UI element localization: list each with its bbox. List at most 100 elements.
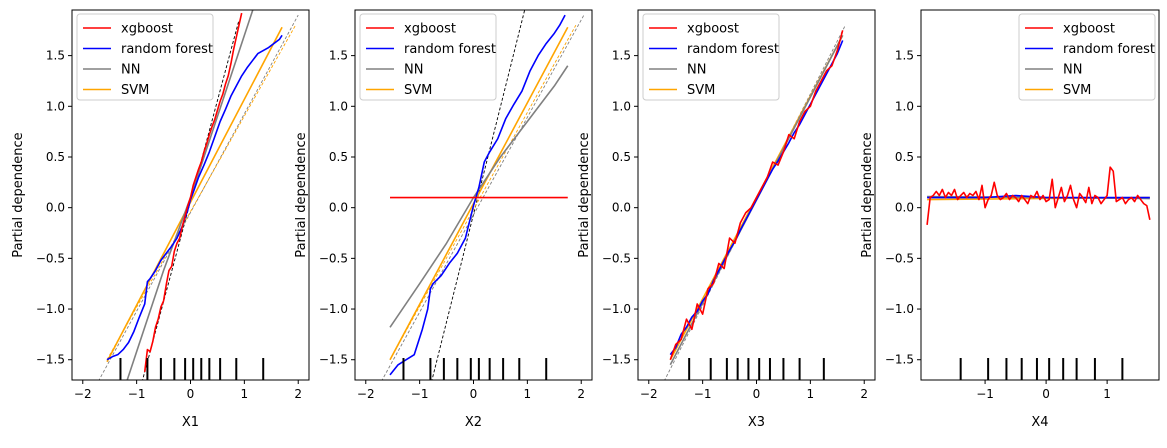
x-tick-label: −1 xyxy=(976,387,994,401)
x-axis-label: X4 xyxy=(1031,415,1048,430)
y-tick-label: −1.5 xyxy=(602,353,631,367)
legend-box xyxy=(76,13,214,101)
x-tick-label: −1 xyxy=(128,387,146,401)
x-axis-label: X2 xyxy=(465,415,482,430)
y-tick-label: 1.5 xyxy=(46,49,65,63)
x-axis-label: X1 xyxy=(182,415,199,430)
legend-entry: xgboost xyxy=(1063,22,1115,37)
subplot-3: −2 −1 0 1 2 −1.5 −1.0 −0.5 0.0 0.5 1.0 1.5 X3 Partial… xyxy=(577,9,876,430)
y-tick-label: 0.0 xyxy=(612,201,631,215)
subplot-1: −2 −1 0 1 2 −1.5 −1.0 −0.5 0.0 0.5 1.0 1.5 X1 Partial… xyxy=(11,9,310,430)
legend-entry: xgboost xyxy=(687,22,739,37)
x-tick-label: 2 xyxy=(577,387,585,401)
legend-entry: SVM xyxy=(687,83,715,98)
legend-entry: SVM xyxy=(121,83,149,98)
y-tick-label: −1.5 xyxy=(36,353,65,367)
legend-entry: NN xyxy=(121,63,140,78)
x-tick-label: −1 xyxy=(411,387,429,401)
series-line-svm xyxy=(389,26,569,361)
y-tick-label: 1.0 xyxy=(895,99,914,113)
y-tick-label: 0.0 xyxy=(329,201,348,215)
x-tick-label: 2 xyxy=(860,387,868,401)
y-tick-label: 1.5 xyxy=(329,49,348,63)
subplot-4: −1 0 1 −1.5 −1.0 −0.5 0.0 0.5 1.0 1.5 X4 Partial de… xyxy=(860,9,1160,430)
series-line-random-forest xyxy=(927,194,1150,199)
y-tick-label: 0.5 xyxy=(612,150,631,164)
legend: xgboost random forest NN SVM xyxy=(642,13,780,101)
plot-area xyxy=(381,10,585,380)
y-tick-label: −1.0 xyxy=(602,302,631,316)
y-tick-label: −0.5 xyxy=(36,251,65,265)
y-tick-label: −1.0 xyxy=(319,302,348,316)
x-tick-label: −2 xyxy=(74,387,92,401)
x-tick-label: 1 xyxy=(524,387,532,401)
reference-line-1 xyxy=(664,25,846,380)
y-tick-label: −0.5 xyxy=(319,251,348,265)
y-tick-label: 1.0 xyxy=(46,99,65,113)
y-tick-label: −0.5 xyxy=(602,251,631,265)
series-line-random-forest xyxy=(106,34,283,361)
y-tick-label: −1.0 xyxy=(885,302,914,316)
y-tick-label: 0.0 xyxy=(895,201,914,215)
legend-entry: SVM xyxy=(1063,83,1091,98)
x-tick-label: 1 xyxy=(807,387,815,401)
series-line-svm xyxy=(106,26,283,363)
legend-entry: NN xyxy=(687,63,706,78)
y-tick-label: 0.0 xyxy=(46,201,65,215)
legend-box xyxy=(642,13,780,101)
series-line-random-forest xyxy=(389,14,566,376)
y-tick-label: 0.5 xyxy=(46,150,65,164)
plot-area xyxy=(98,10,299,380)
legend-entry: xgboost xyxy=(121,22,173,37)
series-line-xgboost xyxy=(143,12,243,372)
x-tick-label: 0 xyxy=(1042,387,1050,401)
axes-frame xyxy=(920,9,1160,381)
legend-entry: NN xyxy=(404,63,423,78)
reference-line-3 xyxy=(389,24,577,360)
legend-box xyxy=(1018,13,1156,101)
x-tick-label: 1 xyxy=(241,387,249,401)
plot-area xyxy=(664,25,846,380)
x-tick-label: 0 xyxy=(753,387,761,401)
y-tick-label: 1.0 xyxy=(329,99,348,113)
legend-entry: xgboost xyxy=(404,22,456,37)
y-axis-label: Partial dependence xyxy=(11,132,26,257)
y-tick-label: −1.5 xyxy=(885,353,914,367)
legend: xgboost random forest NN SVM xyxy=(359,13,497,101)
legend-entry: SVM xyxy=(404,83,432,98)
y-tick-label: 0.5 xyxy=(329,150,348,164)
y-tick-label: 1.0 xyxy=(612,99,631,113)
series-line-nn xyxy=(126,10,254,380)
series-line-nn xyxy=(389,65,569,328)
subplot-2: −2 −1 0 1 2 −1.5 −1.0 −0.5 0.0 0.5 1.0 1.5 X2 Partial… xyxy=(294,9,593,430)
reference-line-2 xyxy=(381,14,585,380)
legend-entry: random forest xyxy=(121,42,213,57)
x-tick-label: 0 xyxy=(470,387,478,401)
y-tick-label: 1.5 xyxy=(612,49,631,63)
legend: xgboost random forest NN SVM xyxy=(76,13,214,101)
series-line-xgboost xyxy=(669,30,844,360)
reference-line-2 xyxy=(98,14,299,380)
x-tick-label: 0 xyxy=(187,387,195,401)
y-tick-label: 1.5 xyxy=(895,49,914,63)
y-axis-label: Partial dependence xyxy=(294,132,309,257)
plot-area xyxy=(926,166,1151,380)
x-tick-label: −2 xyxy=(640,387,658,401)
x-tick-label: −2 xyxy=(357,387,375,401)
legend-entry: NN xyxy=(1063,63,1082,78)
legend: xgboost random forest NN SVM xyxy=(1018,13,1156,101)
legend-box xyxy=(359,13,497,101)
y-tick-label: 0.5 xyxy=(895,150,914,164)
y-tick-label: −0.5 xyxy=(885,251,914,265)
legend-entry: random forest xyxy=(687,42,779,57)
x-tick-label: 1 xyxy=(1103,387,1111,401)
y-axis-label: Partial dependence xyxy=(860,132,875,257)
x-axis-label: X3 xyxy=(748,415,765,430)
series-line-xgboost xyxy=(926,166,1151,225)
reference-line-3 xyxy=(106,24,296,360)
legend-entry: random forest xyxy=(404,42,496,57)
y-tick-label: −1.5 xyxy=(319,353,348,367)
x-tick-label: 2 xyxy=(294,387,302,401)
y-tick-label: −1.0 xyxy=(36,302,65,316)
